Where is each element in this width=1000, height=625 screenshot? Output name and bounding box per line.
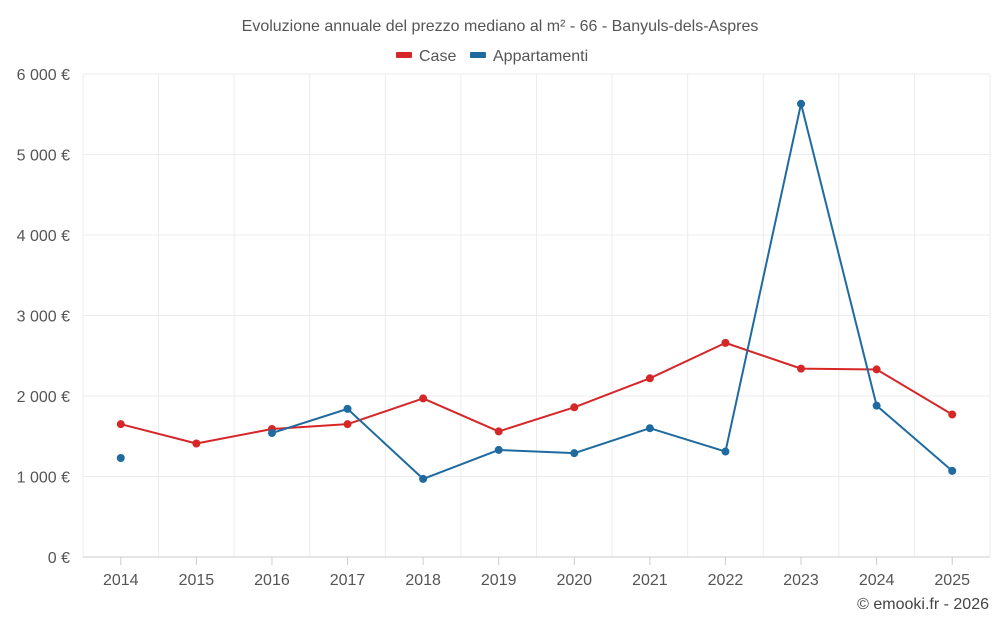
x-tick-label: 2017: [330, 572, 366, 589]
x-tick-label: 2022: [708, 572, 744, 589]
x-axis: 2014 2015 2016 2017 2018 2019 2020 2021 2022 2023…: [83, 556, 990, 589]
legend-label-appartamenti[interactable]: Appartamenti: [493, 48, 588, 65]
data-point-appartamenti[interactable]: [721, 447, 730, 456]
data-point-appartamenti[interactable]: [343, 404, 352, 413]
data-point-case[interactable]: [948, 410, 957, 419]
credit-text: © emooki.fr - 2026: [857, 596, 989, 613]
x-tick-label: 2023: [783, 572, 819, 589]
data-point-appartamenti[interactable]: [419, 474, 428, 483]
data-point-case[interactable]: [570, 403, 579, 412]
data-point-appartamenti[interactable]: [948, 466, 957, 475]
data-point-case[interactable]: [797, 364, 806, 373]
x-tick-label: 2018: [405, 572, 441, 589]
legend-label-case[interactable]: Case: [419, 48, 456, 65]
data-point-case[interactable]: [343, 420, 352, 429]
legend-swatch-case: [396, 52, 412, 58]
data-point-appartamenti[interactable]: [645, 424, 654, 433]
y-tick-label: 0 €: [48, 550, 70, 567]
chart-title: Evoluzione annuale del prezzo mediano al…: [242, 18, 759, 35]
y-tick-label: 4 000 €: [17, 228, 70, 245]
x-tick-label: 2021: [632, 572, 668, 589]
data-point-appartamenti[interactable]: [494, 445, 503, 454]
y-tick-label: 5 000 €: [17, 148, 70, 165]
y-tick-label: 1 000 €: [17, 470, 70, 487]
x-tick-label: 2015: [179, 572, 215, 589]
series-line-appartamenti: [271, 102, 953, 480]
x-tick-label: 2016: [254, 572, 290, 589]
data-point-appartamenti[interactable]: [872, 401, 881, 410]
grid: [82, 73, 991, 557]
data-point-appartamenti[interactable]: [116, 453, 125, 462]
x-tick-label: 2020: [556, 572, 592, 589]
data-point-appartamenti[interactable]: [797, 99, 806, 108]
data-point-case[interactable]: [419, 394, 428, 403]
x-tick-label: 2024: [859, 572, 895, 589]
y-tick-label: 2 000 €: [17, 389, 70, 406]
data-point-case[interactable]: [494, 427, 503, 436]
data-point-case[interactable]: [192, 439, 201, 448]
series-layer: [116, 99, 957, 483]
y-axis: 0 € 1 000 € 2 000 € 3 000 € 4 000 € 5 000 € 6 …: [17, 67, 70, 567]
data-point-appartamenti[interactable]: [570, 449, 579, 458]
x-tick-label: 2019: [481, 572, 517, 589]
y-tick-label: 3 000 €: [17, 309, 70, 326]
legend-swatch-appartamenti: [470, 52, 486, 58]
data-point-case[interactable]: [116, 420, 125, 429]
data-point-appartamenti[interactable]: [267, 429, 276, 438]
y-tick-label: 6 000 €: [17, 67, 70, 84]
x-tick-label: 2014: [103, 572, 139, 589]
data-point-case[interactable]: [645, 374, 654, 383]
data-point-case[interactable]: [872, 365, 881, 374]
data-point-case[interactable]: [721, 338, 730, 347]
x-tick-label: 2025: [934, 572, 970, 589]
series-line-case: [120, 341, 953, 445]
legend: Case Appartamenti: [396, 48, 588, 65]
